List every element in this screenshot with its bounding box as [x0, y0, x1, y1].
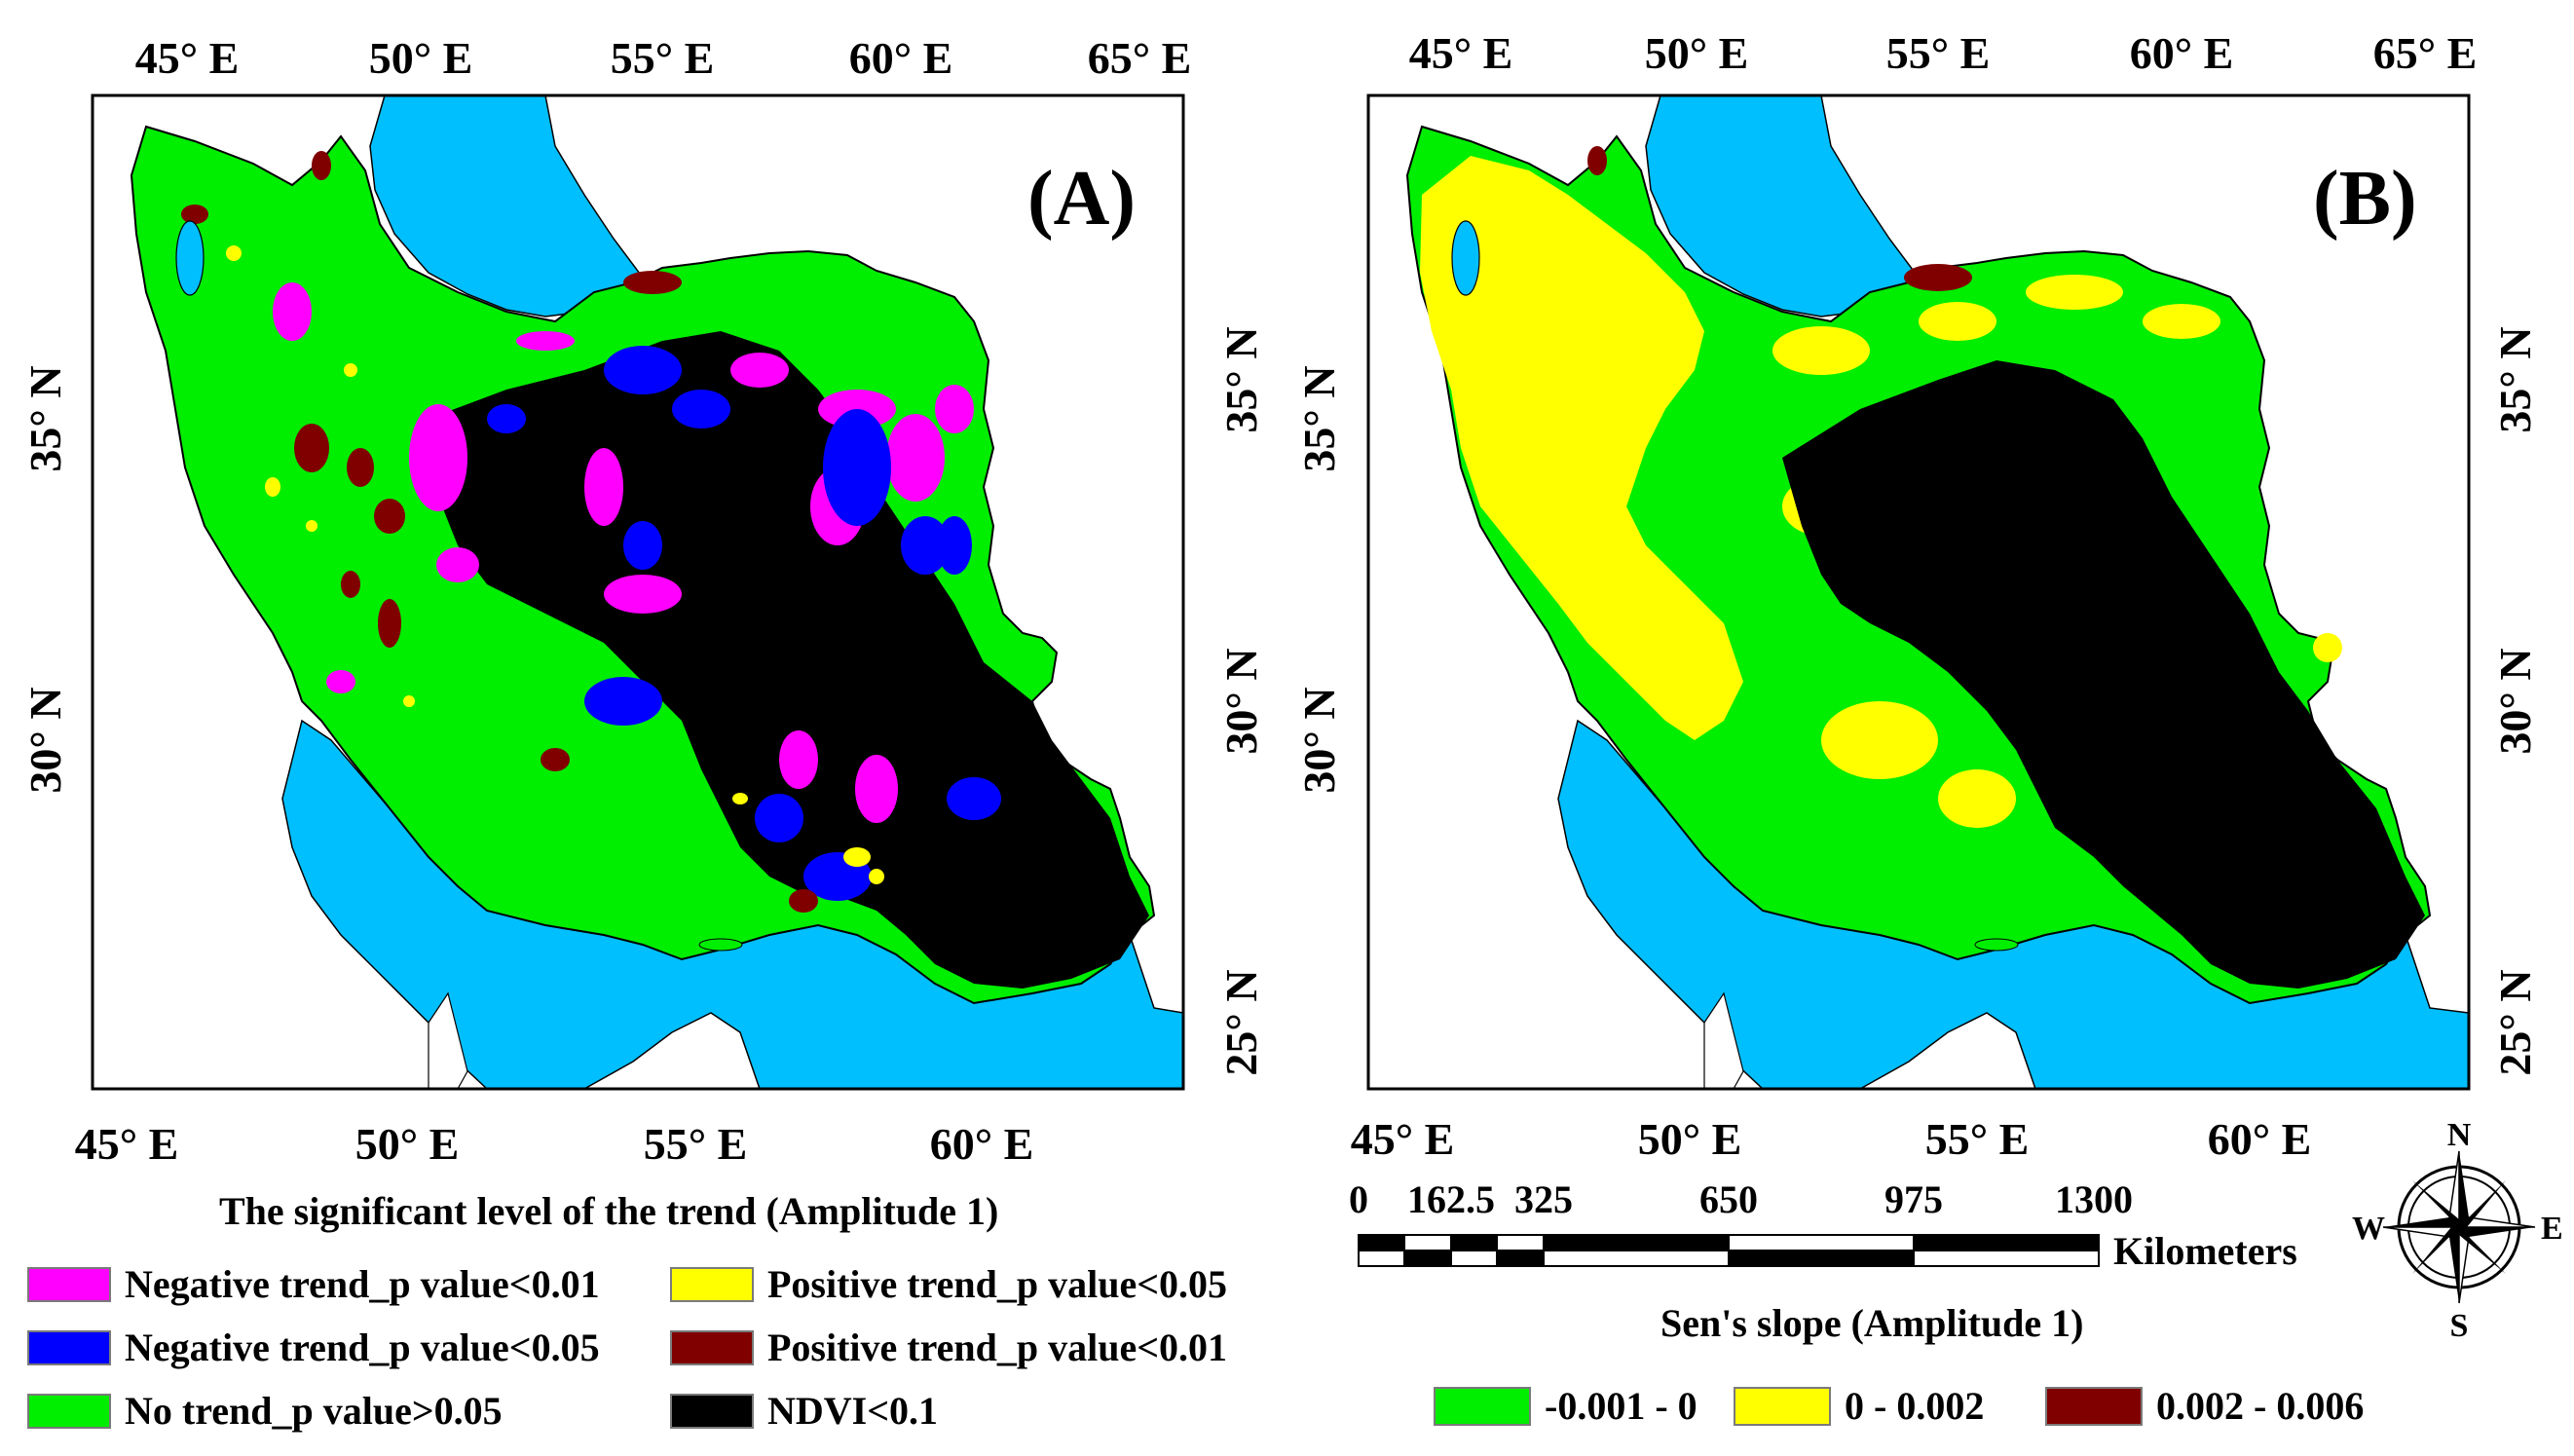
panel-b-legend-title: Sen's slope (Amplitude 1) [1660, 1301, 2084, 1345]
scale-tick: 650 [1699, 1177, 1758, 1221]
compass-e: E [2541, 1211, 2563, 1247]
panel-a-top-tick: 60° E [849, 33, 953, 83]
panel-a-right-tick: 30° N [1216, 648, 1266, 754]
panel-b-left-tick: 30° N [1294, 687, 1344, 793]
panel-b-right-tick: 25° N [2490, 969, 2540, 1075]
legend-label: 0.002 - 0.006 [2156, 1384, 2365, 1428]
legend-item-ndvi: NDVI<0.1 [670, 1388, 938, 1434]
panel-b-qeshm-island [1974, 938, 2019, 952]
scale-bar: 0 162.5 325 650 975 1300 Kilometers [1349, 1177, 2297, 1273]
panel-a-label: (A) [1027, 156, 1136, 242]
legend-swatch [27, 1266, 111, 1302]
panel-a-right-tick: 35° N [1216, 326, 1266, 432]
panel-b-bottom-tick: 45° E [1351, 1114, 1455, 1164]
compass-rose: N S E W [2352, 1117, 2563, 1344]
panel-a-positive-001-patches [181, 151, 818, 913]
legend-item-positive-001: Positive trend_p value<0.01 [670, 1325, 1227, 1370]
panel-a-positive-005-patches [226, 245, 884, 884]
legend-swatch [670, 1266, 754, 1302]
panel-a-peninsula [428, 991, 468, 1089]
panel-b-top-tick: 55° E [1886, 28, 1991, 78]
panel-a-bottom-tick: 55° E [644, 1119, 748, 1169]
scale-tick: 325 [1514, 1177, 1573, 1221]
legend-item-negative-001: Negative trend_p value<0.01 [27, 1261, 600, 1307]
panel-a-qeshm-island [698, 938, 743, 952]
panel-a-left-tick: 30° N [20, 687, 70, 793]
legend-swatch [670, 1329, 754, 1365]
scale-tick: 1300 [2055, 1177, 2133, 1221]
panel-b-ndvi-region [1782, 360, 2425, 989]
panel-b-left-tick: 35° N [1294, 365, 1344, 471]
scale-tick: 162.5 [1407, 1177, 1495, 1221]
legend-item-no-trend: No trend_p value>0.05 [27, 1388, 503, 1434]
panel-a-right-ticks: 35° N 30° N 25° N [1216, 326, 1266, 1075]
legend-swatch [1734, 1386, 1831, 1426]
panel-a-lake-urmia [175, 220, 205, 296]
legend-item-negative-005: Negative trend_p value<0.05 [27, 1325, 600, 1370]
panel-b-top-tick: 45° E [1409, 28, 1513, 78]
panel-a-negative-001-patches [273, 282, 974, 823]
panel-a-top-tick: 55° E [611, 33, 715, 83]
panel-b-bottom-tick: 50° E [1638, 1114, 1742, 1164]
panel-a-map [93, 95, 1183, 1089]
panel-a-legend-title: The significant level of the trend (Ampl… [219, 1189, 999, 1233]
panel-a-bottom-tick: 45° E [75, 1119, 179, 1169]
panel-b-top-tick: 60° E [2130, 28, 2234, 78]
scale-bar-unit: Kilometers [2113, 1229, 2297, 1273]
panel-a-frame [91, 93, 1185, 1091]
compass-n: N [2447, 1117, 2472, 1153]
panel-a-top-tick: 65° E [1088, 33, 1192, 83]
legend-label: 0 - 0.002 [1845, 1384, 1985, 1428]
panel-b-frame [1366, 93, 2471, 1091]
panel-a-top-tick: 45° E [135, 33, 240, 83]
compass-w: W [2352, 1211, 2385, 1247]
scale-tick: 0 [1349, 1177, 1368, 1221]
panel-b-left-ticks: 35° N 30° N [1294, 365, 1344, 793]
scale-tick: 975 [1884, 1177, 1943, 1221]
legend-label: -0.001 - 0 [1545, 1384, 1697, 1428]
panel-a-left-tick: 35° N [20, 365, 70, 471]
panel-b-top-tick: 50° E [1645, 28, 1749, 78]
panel-b-top-tick: 65° E [2373, 28, 2478, 78]
panel-a-top-tick: 50° E [369, 33, 473, 83]
panel-b-right-tick: 35° N [2490, 326, 2540, 432]
panel-a-left-ticks: 35° N 30° N [20, 365, 70, 793]
panel-b-label: (B) [2313, 156, 2417, 242]
legend-swatch [2045, 1386, 2143, 1426]
panel-b-map [1368, 95, 2469, 1089]
panel-a-top-ticks: 45° E 50° E 55° E 60° E 65° E [135, 33, 1192, 83]
panel-a-bottom-ticks: 45° E 50° E 55° E 60° E [75, 1119, 1034, 1169]
panel-b-top-ticks: 45° E 50° E 55° E 60° E 65° E [1409, 28, 2478, 78]
panel-b-maroon-patches [1587, 146, 1972, 291]
legend-label: Positive trend_p value<0.01 [767, 1325, 1228, 1369]
legend-swatch [27, 1393, 111, 1429]
legend-label: Positive trend_p value<0.05 [767, 1262, 1228, 1306]
legend-item-positive-005: Positive trend_p value<0.05 [670, 1261, 1227, 1307]
legend-label: Negative trend_p value<0.05 [125, 1325, 600, 1369]
legend-label: Negative trend_p value<0.01 [125, 1262, 600, 1306]
panel-b-bottom-tick: 55° E [1925, 1114, 2030, 1164]
legend-label: No trend_p value>0.05 [125, 1389, 503, 1433]
panel-b-bottom-ticks: 45° E 50° E 55° E 60° E [1351, 1114, 2312, 1164]
panel-b-right-tick: 30° N [2490, 648, 2540, 754]
panel-b-peninsula [1703, 991, 1744, 1089]
scale-bar-graphic [1358, 1234, 2100, 1267]
scale-bar-ticks: 0 162.5 325 650 975 1300 [1349, 1177, 2133, 1221]
legend-swatch [1434, 1386, 1531, 1426]
legend-item-slope-low: 0 - 0.002 [1734, 1383, 1984, 1429]
panel-b-bottom-tick: 60° E [2208, 1114, 2312, 1164]
panel-b-yellow-region [1420, 156, 1743, 740]
legend-swatch [27, 1329, 111, 1365]
panel-b-lake-urmia [1451, 220, 1480, 296]
legend-item-slope-high: 0.002 - 0.006 [2045, 1383, 2364, 1429]
legend-item-slope-negative: -0.001 - 0 [1434, 1383, 1697, 1429]
panel-a-right-tick: 25° N [1216, 969, 1266, 1075]
panel-b-right-ticks: 35° N 30° N 25° N [2490, 326, 2540, 1075]
panel-a-bottom-tick: 50° E [355, 1119, 460, 1169]
panel-a-bottom-tick: 60° E [930, 1119, 1034, 1169]
legend-swatch [670, 1393, 754, 1429]
legend-label: NDVI<0.1 [767, 1389, 939, 1433]
compass-s: S [2450, 1308, 2469, 1344]
panel-a-negative-005-patches [487, 346, 1001, 901]
